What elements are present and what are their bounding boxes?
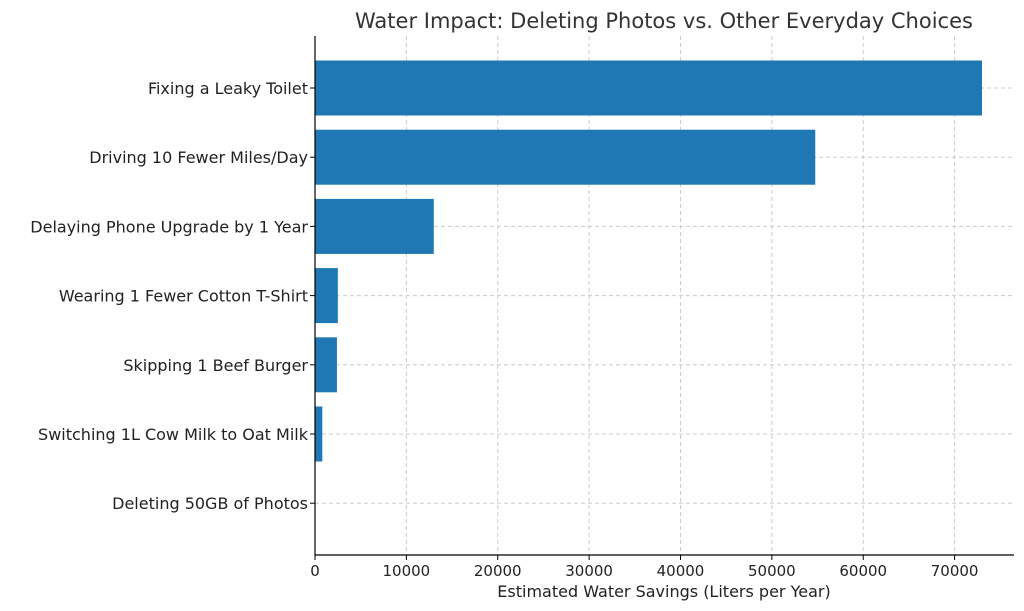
- bar: [315, 60, 983, 116]
- category-label: Fixing a Leaky Toilet: [148, 79, 308, 98]
- x-tick-label: 10000: [383, 562, 431, 580]
- category-label: Skipping 1 Beef Burger: [123, 356, 308, 375]
- x-tick-label: 50000: [748, 562, 796, 580]
- bar: [315, 129, 816, 185]
- x-axis-label: Estimated Water Savings (Liters per Year…: [497, 582, 830, 601]
- x-tick-label: 20000: [474, 562, 522, 580]
- bar: [315, 268, 338, 324]
- category-label: Wearing 1 Fewer Cotton T-Shirt: [59, 287, 308, 306]
- x-tick-label: 70000: [931, 562, 979, 580]
- chart-title: Water Impact: Deleting Photos vs. Other …: [355, 9, 973, 33]
- category-label: Switching 1L Cow Milk to Oat Milk: [38, 425, 309, 444]
- x-tick-label: 0: [310, 562, 320, 580]
- bars: [315, 60, 983, 462]
- category-label: Deleting 50GB of Photos: [112, 494, 308, 513]
- category-label: Delaying Phone Upgrade by 1 Year: [30, 217, 308, 236]
- bar: [315, 198, 434, 254]
- category-label: Driving 10 Fewer Miles/Day: [89, 148, 308, 167]
- bar: [315, 406, 323, 462]
- category-labels: Fixing a Leaky Toilet Driving 10 Fewer Mi…: [30, 79, 315, 513]
- x-tick-labels: 0 10000 20000 30000 40000 50000 60000 70000: [310, 555, 978, 580]
- x-tick-label: 30000: [565, 562, 613, 580]
- x-tick-label: 40000: [657, 562, 705, 580]
- x-tick-label: 60000: [839, 562, 887, 580]
- bar: [315, 337, 337, 393]
